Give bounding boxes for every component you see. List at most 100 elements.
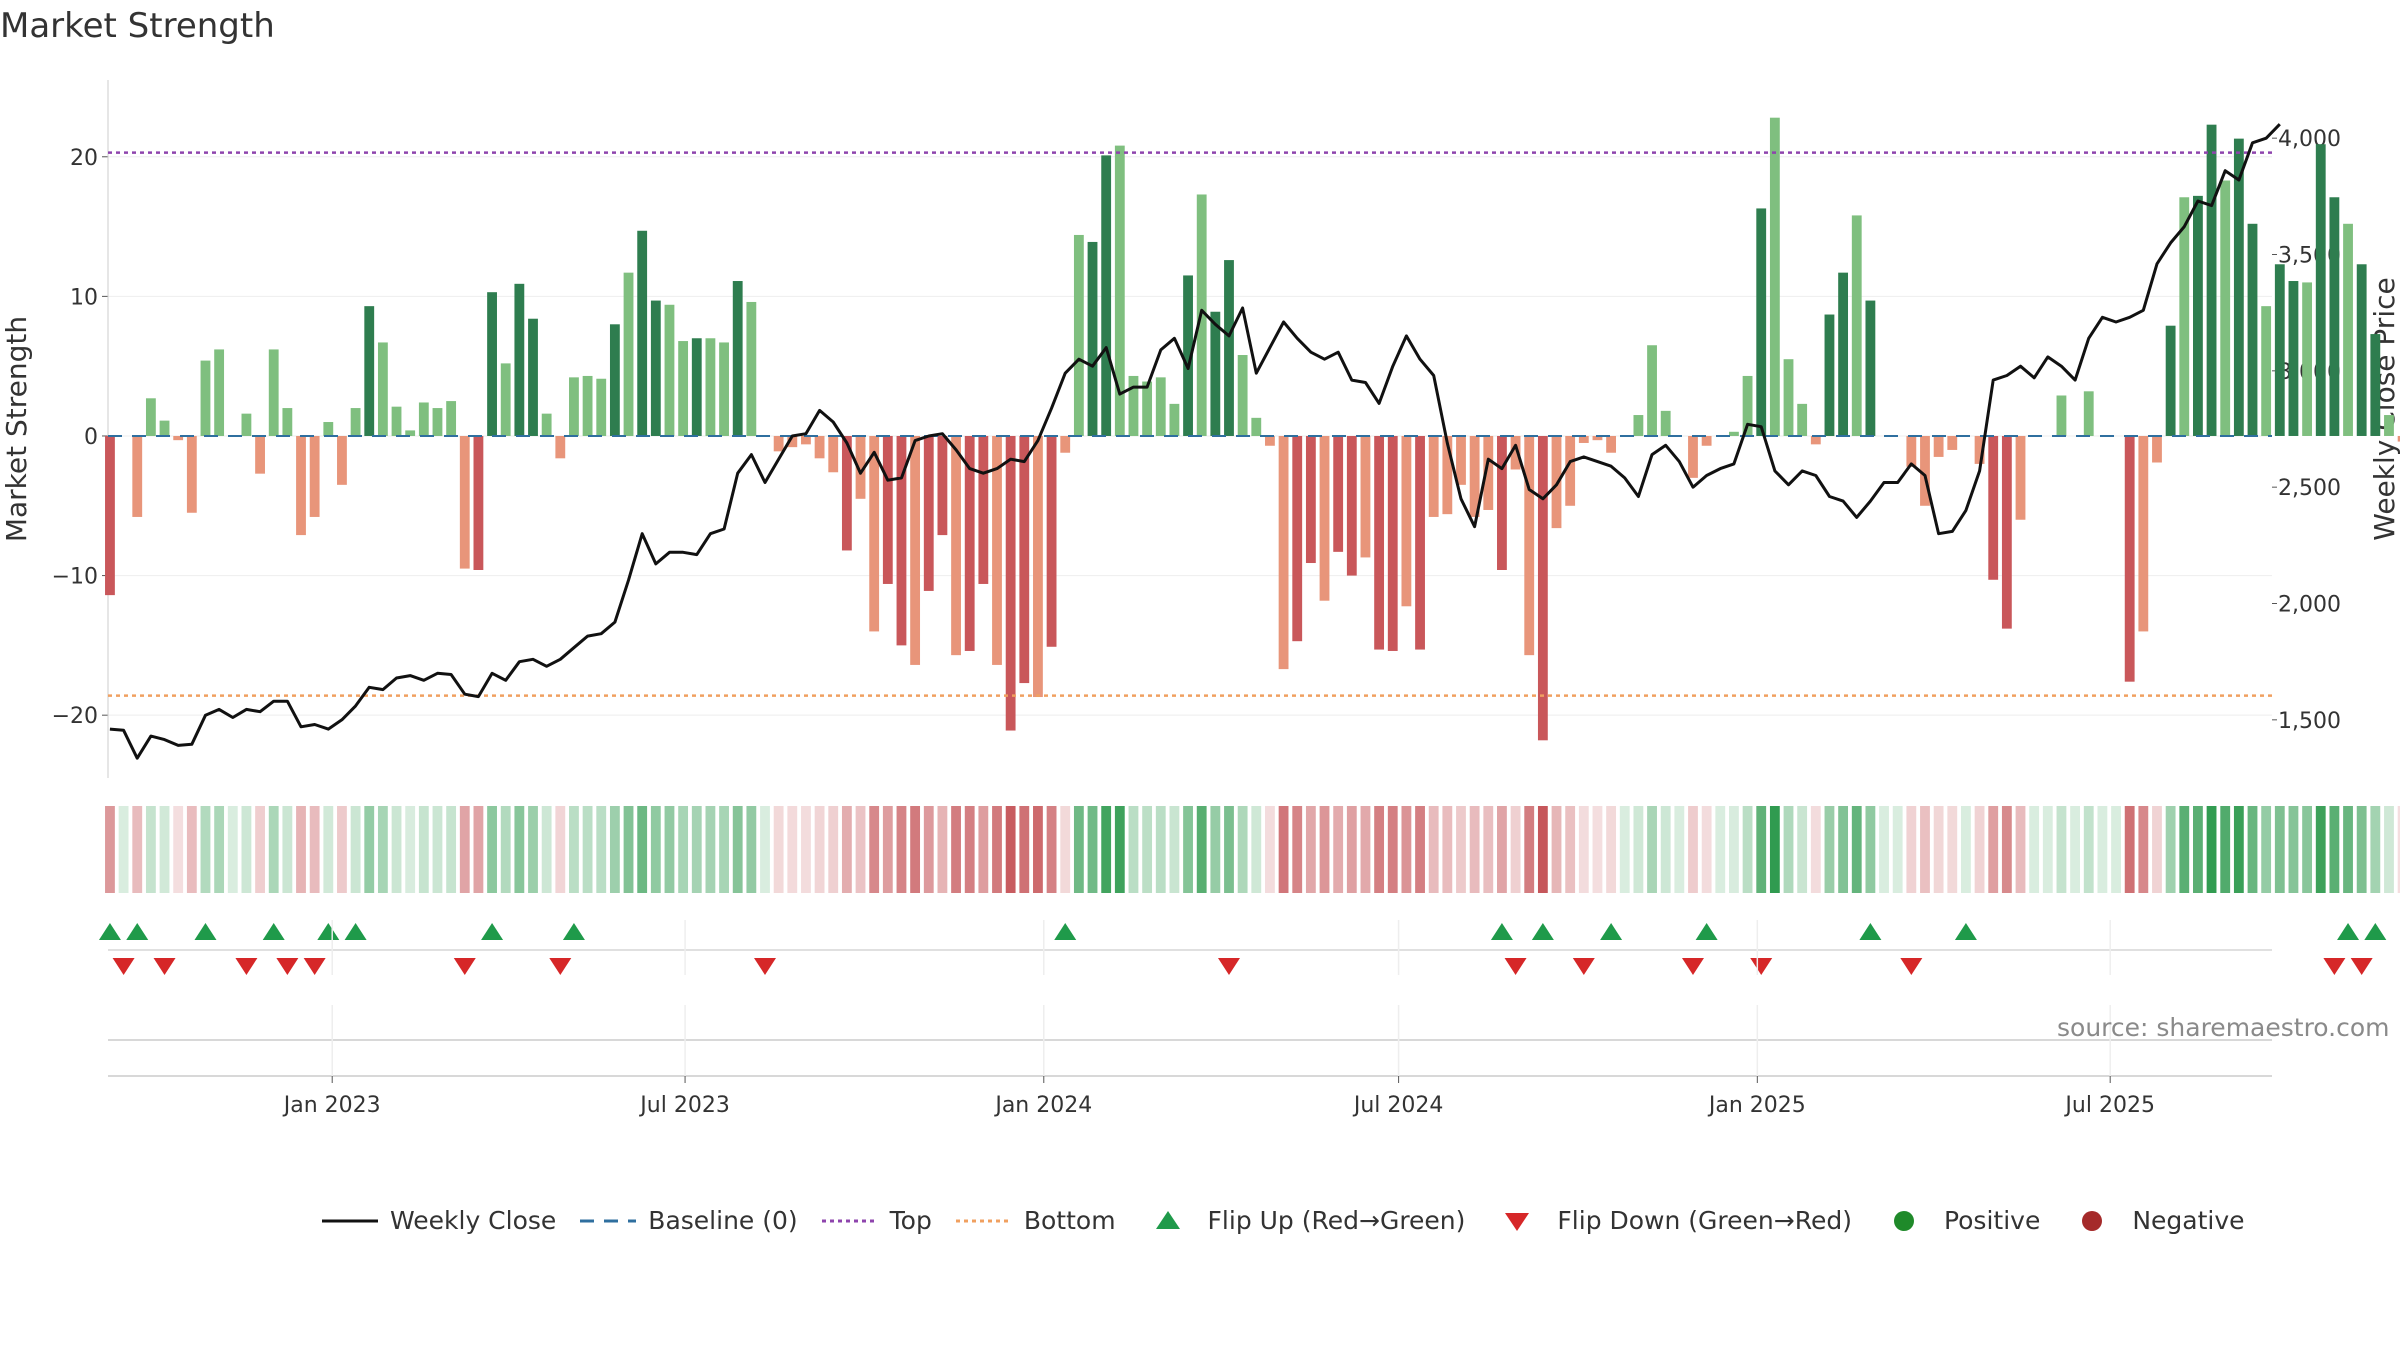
heat-strip-cell <box>882 806 893 893</box>
heat-strip-cell <box>2179 806 2190 893</box>
heat-strip-cell <box>1660 806 1671 893</box>
heat-strip-cell <box>2302 806 2313 893</box>
strength-bar <box>1046 435 1057 647</box>
heat-strip-cell <box>582 806 593 893</box>
heat-strip-cell <box>1756 806 1767 893</box>
x-tick-label: Jul 2025 <box>2063 1093 2155 1118</box>
heat-strip-cell <box>1974 806 1985 893</box>
legend-item-bottom: Bottom <box>954 1206 1116 1235</box>
strength-bar <box>186 435 197 513</box>
heat-strip-cell <box>2029 806 2040 893</box>
strength-bar <box>691 338 702 436</box>
heat-strip-cell <box>418 806 429 893</box>
heat-strip-cell <box>1101 806 1112 893</box>
strength-bar <box>732 281 743 436</box>
heat-strip-cell <box>1578 806 1589 893</box>
heat-strip-cell <box>1305 806 1316 893</box>
heat-strip-cell <box>2288 806 2299 893</box>
flip-up-marker <box>98 923 121 940</box>
legend-label-baseline: Baseline (0) <box>648 1206 798 1235</box>
strength-bar <box>609 324 620 436</box>
flip-up-marker <box>1054 923 1077 940</box>
heat-strip-cell <box>2261 806 2272 893</box>
legend-label-negative: Negative <box>2132 1206 2245 1235</box>
strength-bar <box>1483 435 1494 510</box>
heat-strip-cell <box>1674 806 1685 893</box>
strength-bar <box>432 408 443 436</box>
strength-bar <box>1060 435 1071 453</box>
heat-strip-cell <box>923 806 934 893</box>
heat-strip-cell <box>1810 806 1821 893</box>
strength-bar <box>173 435 184 441</box>
flip-down-marker <box>1750 958 1773 975</box>
heat-strip-cell <box>2315 806 2326 893</box>
heat-strip-cell <box>2343 806 2353 893</box>
legend-item-positive: Positive <box>1874 1206 2040 1235</box>
strength-bar <box>1265 435 1275 446</box>
heat-strip-cell <box>1742 806 1753 893</box>
heat-strip-cell <box>105 806 115 893</box>
strength-bar <box>992 435 1002 665</box>
strength-bar <box>951 435 961 656</box>
flip-down-marker <box>112 958 135 975</box>
heat-strip-cell <box>2001 806 2012 893</box>
strength-bar <box>1701 435 1712 446</box>
heat-strip-cell <box>1415 806 1425 893</box>
strength-bar <box>828 435 839 473</box>
strength-bar <box>910 435 921 665</box>
flip-up-marker <box>317 923 340 940</box>
heat-strip-cell <box>841 806 852 893</box>
strength-bar <box>746 301 757 436</box>
strength-bar <box>1865 300 1876 436</box>
flip-up-marker <box>1695 923 1718 940</box>
heat-strip-cell <box>459 806 470 893</box>
heat-strip-cell <box>787 806 798 893</box>
legend-top-icon <box>821 1219 878 1222</box>
heat-strip-cell <box>132 806 143 893</box>
strength-bar <box>473 435 484 570</box>
flip-down-marker <box>153 958 176 975</box>
heat-strip-cell <box>2015 806 2026 893</box>
strength-bar <box>1073 234 1084 436</box>
strength-bar <box>623 272 634 436</box>
flip-down-marker <box>1900 958 1923 975</box>
strength-bar <box>937 435 948 536</box>
legend-label-bottom: Bottom <box>1023 1206 1116 1235</box>
heat-strip-cell <box>214 806 225 893</box>
heat-strip-cell <box>801 806 811 893</box>
strength-bar <box>1947 435 1958 450</box>
strength-bar <box>1019 435 1030 684</box>
heat-strip-cell <box>377 806 388 893</box>
heat-strip-cell <box>1715 806 1726 893</box>
heat-strip-cell <box>1551 806 1562 893</box>
heat-strip-cell <box>2397 806 2400 893</box>
legend-weekly-close-icon <box>322 1219 378 1222</box>
heat-strip-cell <box>391 806 402 893</box>
heat-strip-cell <box>1647 806 1657 893</box>
strength-bar <box>2302 282 2313 436</box>
heat-strip-cell <box>1265 806 1275 893</box>
heat-strip-cell <box>937 806 948 893</box>
strength-bar <box>801 435 811 445</box>
heat-strip-cell <box>1183 806 1193 893</box>
heat-strip-cell <box>1961 806 1971 893</box>
strength-bar <box>2001 435 2012 629</box>
heat-strip-cell <box>1237 806 1248 893</box>
heat-strip-cell <box>555 806 566 893</box>
heat-strip-cell <box>514 806 525 893</box>
flip-down-marker <box>2323 958 2346 975</box>
heat-strip-cell <box>1278 806 1289 893</box>
heat-strip-cell <box>2124 806 2135 893</box>
heat-strip-cell <box>855 806 866 893</box>
heat-strip-cell <box>2247 806 2258 893</box>
flip-up-marker <box>1859 923 1882 940</box>
strength-bar <box>132 435 143 517</box>
heat-strip-cell <box>1073 806 1084 893</box>
legend-flip-down-icon <box>1505 1212 1530 1231</box>
heat-strip-cell <box>364 806 375 893</box>
flip-down-marker <box>1217 958 1240 975</box>
strength-bar <box>459 435 470 569</box>
heat-strip-cell <box>323 806 334 893</box>
y-tick-label-left: −20 <box>52 704 98 729</box>
flip-down-marker <box>303 958 326 975</box>
